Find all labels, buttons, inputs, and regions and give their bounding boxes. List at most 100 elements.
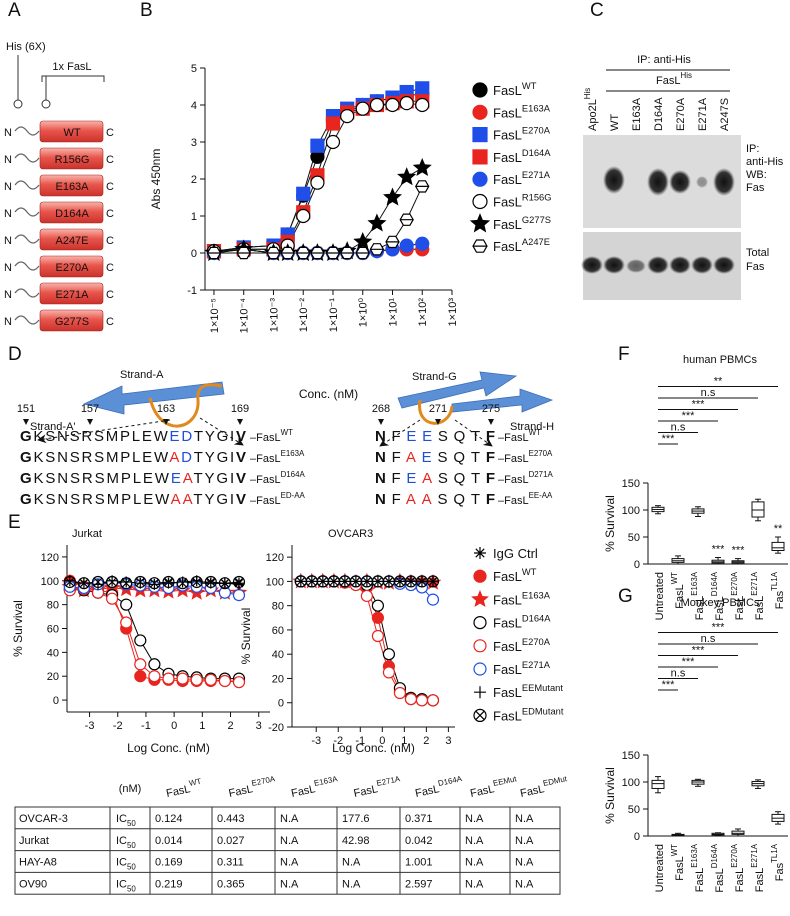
category-label: FasLE270A	[730, 571, 746, 620]
label-text: FasL	[493, 662, 522, 677]
subscript: 50	[127, 819, 136, 828]
superscript: E271A	[522, 170, 551, 180]
x-tick-label: -1	[355, 735, 365, 747]
marker	[397, 167, 417, 186]
band	[696, 176, 708, 188]
label-text: –FasL	[250, 453, 281, 465]
legend-entry: FasLWT	[493, 81, 537, 98]
marker	[474, 547, 486, 559]
comparison-label: ***	[662, 433, 676, 445]
n-terminus: N	[4, 289, 12, 301]
residue: G	[20, 449, 32, 466]
chart-title: Monkey PBMCs	[681, 597, 760, 609]
superscript: His	[681, 71, 692, 80]
row-name: OV90	[19, 878, 47, 890]
superscript: WT	[522, 567, 537, 577]
marker	[190, 673, 203, 686]
label-text: IC	[116, 878, 127, 890]
residue-arrow	[237, 419, 243, 425]
y-axis-label: % Survival	[11, 600, 25, 657]
fasl-domain	[39, 228, 104, 251]
marker	[191, 575, 203, 587]
column-header: FasLE163A	[289, 774, 340, 800]
comparison-label: ***	[682, 410, 696, 422]
y-tick-label: 4	[191, 100, 197, 112]
x-tick-label: -3	[311, 735, 321, 747]
y-tick-label: 60	[272, 625, 284, 637]
band	[647, 256, 669, 274]
c-terminus: C	[106, 208, 114, 220]
superscript: E270A	[522, 126, 551, 136]
x-tick-label: 0	[379, 735, 385, 747]
cell: 0.219	[155, 878, 183, 890]
marker	[367, 213, 387, 232]
residue: F	[486, 491, 495, 508]
label-text: –FasL	[498, 495, 529, 507]
x-tick-label: 1×10⁻⁴	[239, 298, 251, 334]
y-tick-label: 0	[634, 559, 640, 571]
y-tick-label: 0	[634, 831, 640, 843]
cell: N.A	[515, 835, 534, 847]
y-tick-label: 40	[272, 649, 284, 661]
marker	[426, 694, 440, 707]
linker	[14, 180, 40, 190]
column-header: FasLEEMut	[468, 774, 519, 800]
chart-title: Jurkat	[72, 528, 102, 540]
label-text: FasL	[734, 868, 746, 892]
y-tick-label: 0	[191, 248, 197, 260]
strand-label: Strand-A'	[30, 421, 76, 433]
superscript: E270A	[251, 774, 277, 788]
superscript: R156G	[522, 193, 552, 203]
label-text: FasL	[694, 596, 706, 620]
dashed-arrow	[454, 419, 493, 447]
marker	[471, 590, 489, 607]
pin	[41, 99, 51, 109]
residue: A	[422, 470, 432, 487]
residue: SQT	[438, 470, 480, 487]
ip-label: IP: anti-His	[637, 54, 691, 66]
superscript: EDMutant	[522, 706, 564, 716]
unit-label: (nM)	[119, 783, 142, 795]
residue: F	[392, 428, 401, 445]
marker	[106, 575, 118, 587]
marker	[426, 575, 440, 588]
label-text: Fas	[774, 862, 786, 881]
superscript: WT	[281, 428, 293, 437]
y-tick-label: 120	[266, 552, 284, 564]
marker	[371, 629, 385, 643]
marker	[412, 157, 432, 176]
sequence: N F EE SQT F	[375, 428, 495, 445]
marker	[340, 108, 355, 124]
superscript: WT	[188, 777, 202, 788]
residue-arrow	[163, 419, 169, 425]
cell: N.A	[342, 857, 361, 869]
marker	[134, 634, 147, 647]
cell: 177.6	[342, 813, 370, 825]
marker	[236, 246, 251, 260]
label-text: IgG Ctrl	[493, 546, 538, 561]
y-tick-label: 100	[41, 576, 59, 588]
column-header: FasLE270A	[227, 774, 278, 800]
x-tick-label: 1	[199, 720, 205, 732]
residue: TYGI	[194, 428, 234, 445]
ribbon-right	[379, 371, 554, 447]
marker	[399, 213, 414, 226]
sequence-label: –FasLEE-AA	[498, 491, 553, 507]
n-terminus: N	[4, 127, 12, 139]
marker	[355, 246, 370, 260]
label-text: E271A	[697, 97, 709, 131]
marker	[163, 577, 174, 589]
residue: F	[392, 449, 401, 466]
marker	[148, 578, 160, 590]
x-tick-label: 2	[227, 720, 233, 732]
residue: KSNSRSMPLEW	[33, 449, 169, 466]
band	[669, 256, 691, 274]
marker	[383, 187, 402, 206]
x-axis-label: Log Conc. (nM)	[332, 741, 415, 755]
residue: E	[406, 470, 416, 487]
label-text: FasL	[493, 128, 522, 143]
marker	[472, 126, 488, 143]
construct-label: D164A	[55, 208, 89, 220]
marker	[472, 82, 488, 98]
residue: N	[375, 428, 386, 445]
